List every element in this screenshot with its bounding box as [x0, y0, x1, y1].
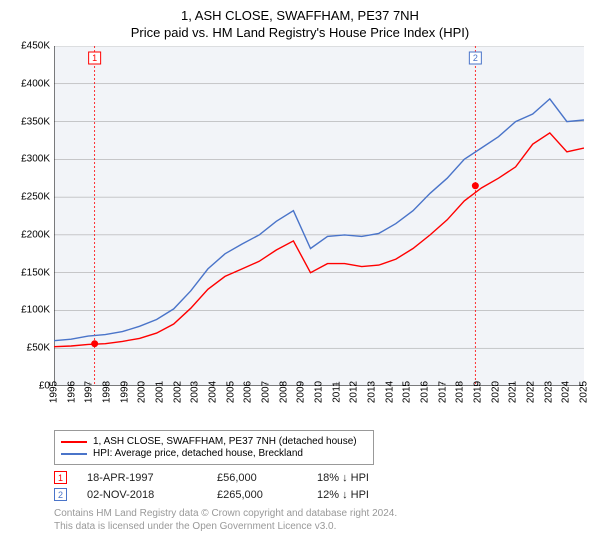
x-tick-label: 2010 [314, 381, 325, 403]
chart-subtitle: Price paid vs. HM Land Registry's House … [10, 25, 590, 40]
x-tick-label: 2021 [508, 381, 519, 403]
y-tick-label: £350K [21, 116, 50, 127]
x-tick-label: 2005 [225, 381, 236, 403]
x-tick-label: 2018 [455, 381, 466, 403]
y-tick-label: £400K [21, 78, 50, 89]
x-tick-label: 1995 [49, 381, 60, 403]
x-tick-label: 2013 [367, 381, 378, 403]
x-tick-label: 2022 [526, 381, 537, 403]
x-tick-label: 2006 [243, 381, 254, 403]
legend-swatch [61, 453, 87, 455]
x-tick-label: 2024 [561, 381, 572, 403]
legend-label: HPI: Average price, detached house, Brec… [93, 448, 303, 459]
footer-attribution: Contains HM Land Registry data © Crown c… [54, 507, 590, 533]
plot-area: 12 [54, 46, 584, 386]
x-axis: 1995199619971998199920002001200220032004… [54, 386, 584, 426]
x-tick-label: 2008 [278, 381, 289, 403]
svg-text:1: 1 [92, 53, 97, 63]
legend-label: 1, ASH CLOSE, SWAFFHAM, PE37 7NH (detach… [93, 436, 357, 447]
svg-text:2: 2 [473, 53, 478, 63]
sale-price: £56,000 [217, 472, 317, 484]
x-tick-label: 2011 [331, 381, 342, 403]
x-tick-label: 2003 [190, 381, 201, 403]
x-tick-label: 2014 [384, 381, 395, 403]
x-tick-label: 2009 [296, 381, 307, 403]
chart-container: 1, ASH CLOSE, SWAFFHAM, PE37 7NH Price p… [0, 0, 600, 560]
x-tick-label: 2019 [473, 381, 484, 403]
y-tick-label: £50K [27, 343, 50, 354]
footer-line-2: This data is licensed under the Open Gov… [54, 520, 590, 533]
legend-item: HPI: Average price, detached house, Brec… [61, 448, 367, 459]
x-tick-label: 2002 [172, 381, 183, 403]
x-tick-label: 2007 [261, 381, 272, 403]
x-tick-label: 1997 [84, 381, 95, 403]
x-tick-label: 2020 [490, 381, 501, 403]
sale-date: 02-NOV-2018 [87, 489, 217, 501]
x-tick-label: 2016 [420, 381, 431, 403]
y-tick-label: £450K [21, 41, 50, 52]
x-tick-label: 2012 [349, 381, 360, 403]
sale-date: 18-APR-1997 [87, 472, 217, 484]
chart-title: 1, ASH CLOSE, SWAFFHAM, PE37 7NH [10, 8, 590, 23]
footer-line-1: Contains HM Land Registry data © Crown c… [54, 507, 590, 520]
sale-hpi-delta: 12% ↓ HPI [317, 489, 437, 501]
x-tick-label: 1996 [66, 381, 77, 403]
x-tick-label: 1999 [119, 381, 130, 403]
legend-swatch [61, 441, 87, 443]
y-tick-label: £250K [21, 192, 50, 203]
y-tick-label: £300K [21, 154, 50, 165]
sale-hpi-delta: 18% ↓ HPI [317, 472, 437, 484]
x-tick-label: 2000 [137, 381, 148, 403]
x-tick-label: 2001 [155, 381, 166, 403]
sale-marker: 1 [54, 471, 67, 484]
y-axis: £0£50K£100K£150K£200K£250K£300K£350K£400… [10, 46, 54, 386]
y-tick-label: £200K [21, 229, 50, 240]
y-tick-label: £100K [21, 305, 50, 316]
legend: 1, ASH CLOSE, SWAFFHAM, PE37 7NH (detach… [54, 430, 374, 465]
chart-area: £0£50K£100K£150K£200K£250K£300K£350K£400… [10, 46, 590, 426]
y-tick-label: £150K [21, 267, 50, 278]
sale-marker: 2 [54, 488, 67, 501]
sale-row: 1 18-APR-1997£56,00018% ↓ HPI [54, 471, 590, 484]
x-tick-label: 2023 [543, 381, 554, 403]
chart-svg: 12 [54, 46, 584, 386]
x-tick-label: 2015 [402, 381, 413, 403]
x-tick-label: 2004 [208, 381, 219, 403]
x-tick-label: 1998 [102, 381, 113, 403]
sale-row: 2 02-NOV-2018£265,00012% ↓ HPI [54, 488, 590, 501]
sale-events: 1 18-APR-1997£56,00018% ↓ HPI 2 02-NOV-2018… [54, 471, 590, 501]
sale-price: £265,000 [217, 489, 317, 501]
x-tick-label: 2025 [579, 381, 590, 403]
x-tick-label: 2017 [437, 381, 448, 403]
legend-item: 1, ASH CLOSE, SWAFFHAM, PE37 7NH (detach… [61, 436, 367, 447]
